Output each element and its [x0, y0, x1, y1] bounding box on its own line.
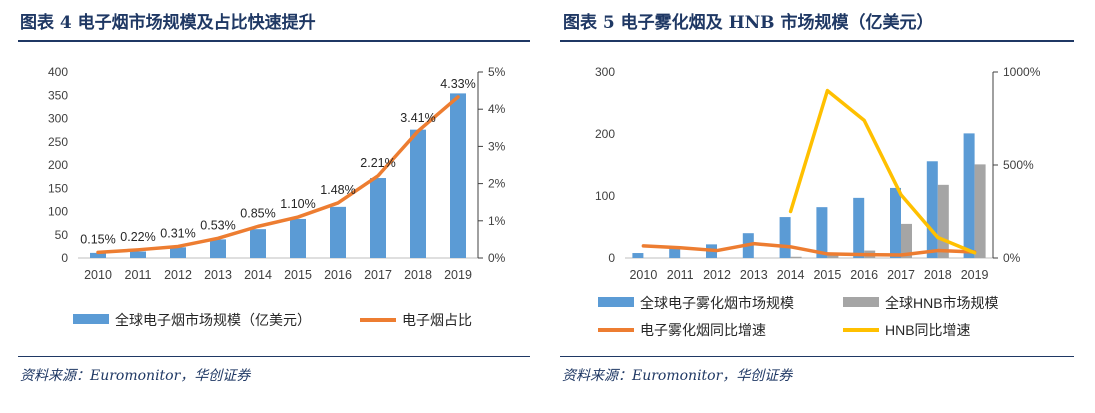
legend-label: 全球HNB市场规模: [885, 295, 999, 311]
x-tick-label: 2016: [324, 268, 352, 282]
bar-primary: [816, 207, 828, 258]
bar-primary: [890, 187, 901, 258]
chart-left-ecig-market: 0 50 100 150 200 250 300 350 400 0% 1% 2% 3% 4% 5% 2010…: [48, 65, 506, 328]
x-tick-label: 2016: [850, 268, 878, 282]
x-tick-label: 2014: [244, 268, 272, 282]
right-y-tick-label: 4%: [488, 102, 506, 116]
legend-label: 全球电子烟市场规模（亿美元）: [115, 312, 311, 328]
data-label: 0.85%: [240, 206, 275, 220]
data-label: 3.41%: [400, 111, 435, 125]
bar-primary: [853, 197, 865, 258]
legend-swatch-bar: [843, 297, 879, 307]
x-tick-label: 2019: [444, 268, 472, 282]
bar-primary: [410, 129, 426, 258]
x-tick-label: 2018: [404, 268, 432, 282]
bar-primary: [130, 251, 146, 258]
figure-5-title: 图表 5 电子雾化烟及 HNB 市场规模（亿美元）: [563, 13, 934, 33]
legend-label: 电子雾化烟同比增速: [640, 322, 766, 338]
bar-primary: [926, 161, 938, 258]
left-y-tick-label: 0: [608, 251, 615, 265]
bar-primary: [669, 248, 681, 258]
x-tick-label: 2012: [164, 268, 192, 282]
data-label: 0.31%: [160, 226, 195, 240]
left-y-tick-label: 300: [48, 112, 68, 126]
bar-primary: [90, 252, 106, 258]
chart-right-vapor-hnb-market: 0 100 200 300 0% 500% 1000% 2010 2011 2012 2013 201…: [595, 65, 1041, 338]
bar-primary: [779, 217, 791, 258]
left-y-tick-label: 400: [48, 65, 68, 79]
figure-4-source-rule: [18, 356, 530, 357]
bar-secondary: [937, 184, 949, 258]
right-y-tick-label: 3%: [488, 139, 506, 153]
x-tick-label: 2011: [667, 268, 694, 282]
right-y-tick-label: 500%: [1003, 158, 1034, 172]
x-tick-label: 2015: [813, 268, 841, 282]
bar-primary: [963, 133, 975, 258]
left-y-tick-label: 200: [48, 158, 68, 172]
legend-label: 全球电子雾化烟市场规模: [640, 295, 794, 311]
bar-primary: [210, 239, 226, 258]
x-tick-label: 2010: [629, 268, 657, 282]
bar-primary: [370, 178, 386, 258]
x-tick-label: 2019: [961, 268, 989, 282]
right-y-tick-label: 5%: [488, 65, 506, 79]
legend-swatch-bar: [73, 314, 109, 324]
x-tick-label: 2015: [284, 268, 312, 282]
left-y-tick-label: 150: [48, 181, 68, 195]
bar-secondary: [827, 254, 839, 258]
data-label: 0.15%: [80, 232, 115, 246]
x-tick-label: 2013: [740, 268, 768, 282]
data-label: 0.53%: [200, 218, 235, 232]
data-label: 0.22%: [120, 230, 155, 244]
left-y-tick-label: 300: [595, 65, 615, 79]
x-tick-label: 2012: [703, 268, 731, 282]
legend-label: 电子烟占比: [402, 312, 472, 328]
x-tick-label: 2017: [887, 268, 915, 282]
left-y-tick-label: 200: [595, 127, 615, 141]
bar-primary: [290, 218, 306, 258]
bar-primary: [330, 206, 346, 258]
bar-secondary: [974, 164, 986, 258]
bar-primary: [450, 93, 466, 258]
bar-primary: [170, 247, 186, 258]
bar-secondary: [901, 223, 912, 258]
legend-swatch-bar: [598, 297, 634, 307]
left-y-tick-label: 50: [55, 228, 69, 242]
figure-4-title-rule: [18, 40, 530, 42]
bar-secondary: [790, 256, 802, 258]
series-line-orange: [96, 95, 460, 255]
x-tick-label: 2011: [125, 268, 152, 282]
x-tick-label: 2010: [84, 268, 112, 282]
left-y-tick-label: 100: [595, 189, 615, 203]
x-tick-label: 2014: [777, 268, 805, 282]
left-y-tick-label: 100: [48, 205, 68, 219]
figure-5-source-rule: [560, 356, 1074, 357]
left-y-tick-label: 250: [48, 135, 68, 149]
bar-primary: [632, 253, 644, 258]
bar-primary: [250, 229, 266, 258]
x-tick-label: 2018: [924, 268, 952, 282]
x-tick-label: 2017: [364, 268, 392, 282]
left-y-tick-label: 350: [48, 88, 68, 102]
data-label: 1.48%: [320, 183, 355, 197]
legend-label: HNB同比增速: [885, 322, 971, 338]
right-y-tick-label: 0%: [1003, 251, 1021, 265]
right-y-tick-label: 1%: [488, 214, 506, 228]
figure-4-title: 图表 4 电子烟市场规模及占比快速提升: [20, 13, 316, 33]
figure-5-title-rule: [560, 40, 1074, 42]
data-label: 2.21%: [360, 156, 395, 170]
figure-5-source: 资料来源：Euromonitor，华创证券: [562, 368, 793, 384]
right-y-tick-label: 1000%: [1003, 65, 1041, 79]
right-y-tick-label: 2%: [488, 177, 506, 191]
left-y-tick-label: 0: [61, 251, 68, 265]
data-label: 1.10%: [280, 197, 315, 211]
right-y-tick-label: 0%: [488, 251, 506, 265]
data-label: 4.33%: [440, 77, 475, 91]
x-tick-label: 2013: [204, 268, 232, 282]
figure-4-source: 资料来源：Euromonitor，华创证券: [20, 368, 251, 384]
series-line-yellow: [788, 88, 977, 255]
series-line-orange: [641, 241, 977, 257]
